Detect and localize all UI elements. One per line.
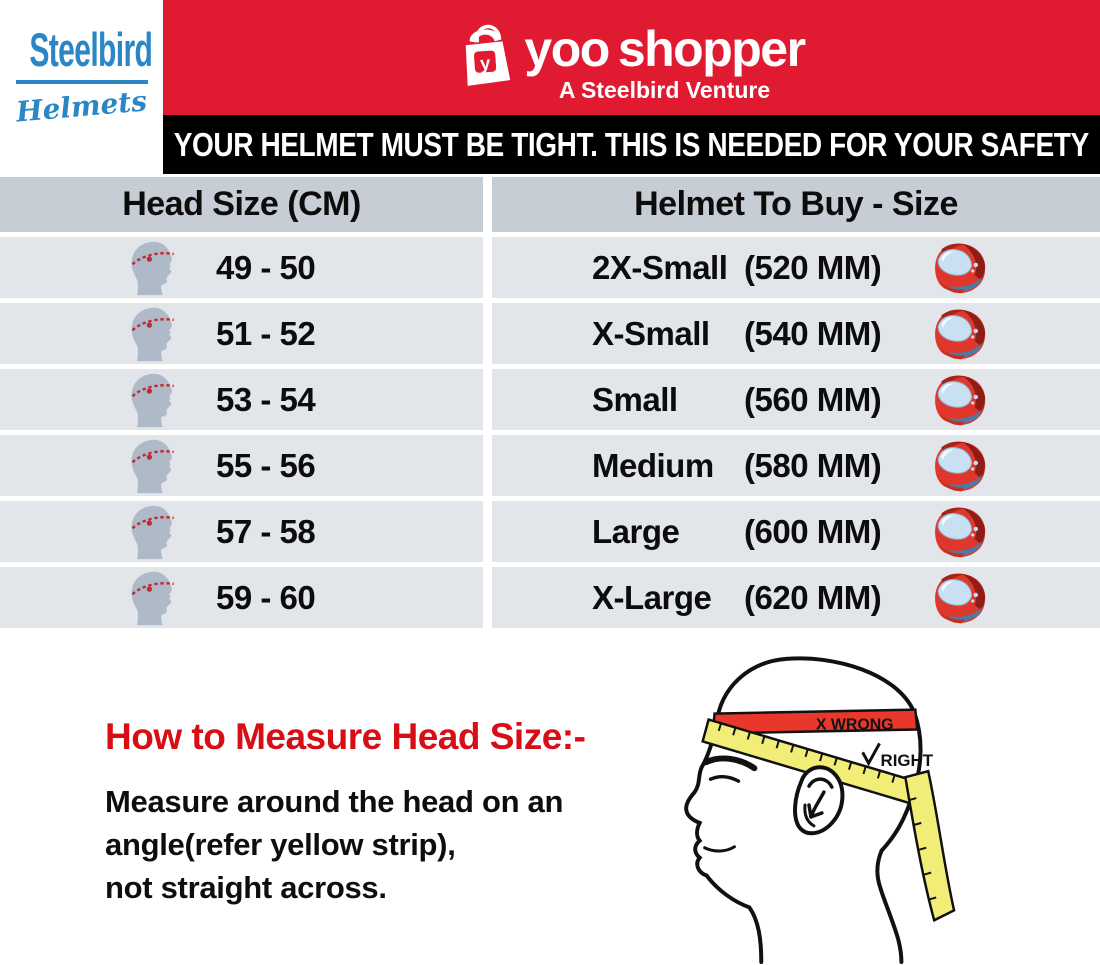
head-measure-icon (124, 239, 186, 297)
howto-line: Measure around the head on an (105, 784, 564, 819)
helmet-size-name: X-Large (592, 578, 712, 616)
table-row: 53 - 54 Small (560 MM) (0, 369, 1100, 430)
helmet-size-cell: X-Large (620 MM) (492, 567, 1100, 628)
table-row: 57 - 58 Large (600 MM) (0, 501, 1100, 562)
howto-heading: How to Measure Head Size:- (105, 716, 586, 757)
helmet-size-name: Small (592, 380, 678, 418)
helmet-icon (931, 306, 988, 361)
howto-line: angle(refer yellow strip), (105, 827, 456, 862)
helmet-size-cell: Large (600 MM) (492, 501, 1100, 562)
yooshopper-banner: y yoo shopper A Steelbird Venture (163, 0, 1100, 115)
helmet-icon (931, 504, 988, 559)
yoo-text: yoo (524, 20, 610, 77)
right-label: RIGHT (881, 751, 934, 770)
table-row: 51 - 52 X-Small (540 MM) (0, 303, 1100, 364)
helmet-icon (931, 240, 988, 295)
head-size-cell: 51 - 52 (0, 303, 483, 364)
helmet-size-name: X-Small (592, 314, 710, 352)
safety-warning-text: YOUR HELMET MUST BE TIGHT. THIS IS NEEDE… (174, 125, 1089, 163)
steelbird-logo: Steelbird Helmets (0, 0, 163, 177)
head-size-cell: 49 - 50 (0, 237, 483, 298)
table-row: 55 - 56 Medium (580 MM) (0, 435, 1100, 496)
head-size-value: 49 - 50 (216, 248, 316, 286)
helmet-icon (931, 570, 988, 625)
head-measure-icon (124, 503, 186, 561)
measure-illustration: X WRONG RIGHT (684, 656, 956, 964)
table-row: 59 - 60 X-Large (620 MM) (0, 567, 1100, 628)
helmet-size-mm: (520 MM) (744, 248, 882, 286)
head-measure-icon (124, 437, 186, 495)
safety-warning-bar: YOUR HELMET MUST BE TIGHT. THIS IS NEEDE… (163, 115, 1100, 174)
venture-tagline: A Steelbird Venture (558, 76, 771, 103)
helmet-size-cell: 2X-Small (520 MM) (492, 237, 1100, 298)
helmet-size-mm: (600 MM) (744, 512, 882, 550)
size-table: Head Size (CM) Helmet To Buy - Size 49 -… (0, 177, 1100, 633)
helmet-size-cell: Small (560 MM) (492, 369, 1100, 430)
head-measure-icon (124, 569, 186, 627)
header-helmet-size: Helmet To Buy - Size (492, 177, 1100, 232)
yooshopper-wordmark: yoo shopper (524, 20, 806, 77)
head-size-value: 53 - 54 (216, 380, 316, 418)
yooshopper-logo: y yoo shopper A Steelbird Venture (458, 14, 806, 104)
bag-letter: y (480, 52, 492, 74)
head-size-cell: 59 - 60 (0, 567, 483, 628)
head-measure-icon (124, 371, 186, 429)
helmet-size-cell: Medium (580 MM) (492, 435, 1100, 496)
head-size-cell: 57 - 58 (0, 501, 483, 562)
head-size-value: 55 - 56 (216, 446, 316, 484)
helmet-icon (931, 438, 988, 493)
helmets-script: Helmets (14, 84, 149, 129)
table-row: 49 - 50 2X-Small (520 MM) (0, 237, 1100, 298)
helmet-size-cell: X-Small (540 MM) (492, 303, 1100, 364)
steelbird-wordmark: Steelbird (29, 23, 153, 76)
helmet-size-mm: (620 MM) (744, 578, 882, 616)
head-size-cell: 53 - 54 (0, 369, 483, 430)
shopping-bag-icon: y (466, 24, 511, 86)
logo-underline (15, 80, 148, 84)
helmet-size-mm: (580 MM) (744, 446, 882, 484)
shopper-text: shopper (617, 20, 806, 77)
head-size-value: 59 - 60 (216, 578, 316, 616)
head-size-cell: 55 - 56 (0, 435, 483, 496)
helmet-size-mm: (540 MM) (744, 314, 882, 352)
howto-line: not straight across. (105, 870, 387, 905)
howto-instructions: Measure around the head on an angle(refe… (105, 780, 563, 909)
header-head-size: Head Size (CM) (0, 177, 483, 232)
head-measure-icon (124, 305, 186, 363)
helmet-size-name: Large (592, 512, 680, 550)
helmet-size-name: 2X-Small (592, 248, 728, 286)
head-size-value: 51 - 52 (216, 314, 316, 352)
head-size-value: 57 - 58 (216, 512, 316, 550)
helmet-size-mm: (560 MM) (744, 380, 882, 418)
helmet-size-name: Medium (592, 446, 714, 484)
table-header-row: Head Size (CM) Helmet To Buy - Size (0, 177, 1100, 232)
wrong-label: X WRONG (816, 716, 894, 733)
helmet-icon (931, 372, 988, 427)
